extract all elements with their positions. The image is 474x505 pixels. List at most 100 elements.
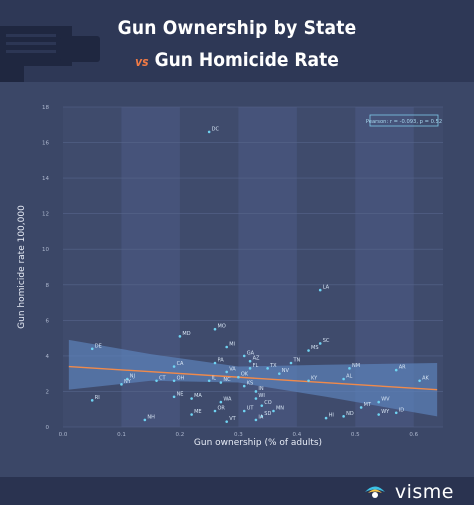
point-label: NY (124, 379, 132, 385)
y-tick-label: 16 (42, 141, 49, 147)
data-point (272, 409, 275, 413)
point-label: KS (247, 381, 253, 387)
handgun-icon (0, 26, 100, 82)
data-point (348, 367, 351, 370)
point-label: GA (247, 350, 255, 356)
data-point (248, 359, 252, 363)
point-label: IN (258, 386, 263, 392)
point-label: IL (212, 375, 216, 381)
data-point (418, 379, 421, 383)
pearson-annotation: Pearson: r = -0.093, p = 0.52 (366, 119, 442, 125)
data-point (126, 377, 129, 381)
data-point (266, 367, 269, 370)
point-label: WV (381, 397, 390, 403)
data-point (143, 418, 147, 422)
data-point (237, 375, 240, 379)
x-tick-label: 0.2 (176, 432, 185, 438)
y-tick-label: 2 (46, 389, 50, 395)
data-point (219, 400, 223, 404)
header-banner: Gun Ownership by State vs Gun Homicide Ra… (0, 0, 474, 82)
chart-title-line2-text: Gun Homicide Rate (154, 49, 339, 71)
data-point (190, 397, 193, 400)
data-point (190, 413, 193, 416)
data-point (318, 342, 322, 345)
point-label: LA (323, 285, 330, 291)
data-point (172, 379, 176, 383)
data-point (242, 409, 246, 413)
data-point (225, 370, 228, 374)
point-label: MT (364, 402, 372, 408)
point-label: SD (264, 411, 271, 417)
y-tick-label: 14 (42, 176, 49, 182)
point-label: OR (218, 406, 226, 412)
point-label: VA (229, 366, 236, 372)
data-point (260, 415, 264, 418)
pearson-box (369, 114, 439, 127)
visme-logo-icon (365, 486, 385, 498)
point-label: DE (95, 343, 102, 349)
data-point (318, 288, 322, 292)
data-point (248, 367, 252, 370)
point-label: ND (346, 411, 354, 417)
data-point (225, 420, 228, 423)
data-point (289, 361, 293, 365)
x-axis-ticks: 0.0 0.1 0.2 0.3 0.4 0.5 0.6 (59, 432, 419, 438)
point-label: HI (329, 413, 334, 419)
data-point (219, 381, 223, 384)
point-label: FL (253, 363, 259, 369)
point-label: MN (276, 406, 284, 412)
x-tick-label: 0.1 (117, 432, 126, 438)
y-tick-label: 18 (42, 105, 49, 111)
data-point (172, 395, 176, 399)
point-label: IA (258, 414, 263, 420)
data-point (377, 413, 380, 416)
point-label: AK (422, 375, 429, 381)
point-label: MD (182, 331, 190, 337)
trend-line (68, 365, 438, 391)
footer-bar: visme (0, 477, 474, 505)
data-point (120, 383, 123, 386)
data-point (242, 384, 246, 388)
chart-title-line1: Gun Ownership by State (117, 17, 357, 39)
point-label: RI (95, 395, 100, 401)
point-label: NH (147, 414, 155, 420)
point-label: WA (223, 397, 232, 403)
point-label: NC (223, 377, 231, 383)
x-tick-label: 0.3 (234, 432, 243, 438)
point-label: KY (311, 375, 318, 381)
data-point (242, 354, 246, 358)
chart-title-line2: vs Gun Homicide Rate (0, 49, 474, 71)
data-point (359, 406, 363, 409)
data-point (394, 411, 398, 415)
y-tick-label: 4 (46, 354, 50, 360)
data-point (172, 365, 176, 368)
data-point (377, 400, 380, 404)
point-label: OH (177, 375, 185, 381)
x-tick-label: 0.0 (59, 432, 68, 438)
data-point (307, 349, 310, 352)
point-label: ME (194, 409, 201, 415)
point-label: WY (381, 409, 390, 415)
data-point (324, 416, 328, 420)
data-point (278, 372, 281, 375)
y-tick-label: 0 (46, 425, 50, 431)
point-label: SC (323, 338, 330, 344)
point-label: OK (241, 372, 249, 378)
point-label: MO (218, 324, 226, 330)
point-label: MA (194, 393, 202, 399)
visme-brand: visme (394, 481, 454, 503)
point-label: CT (159, 375, 166, 381)
point-label: MI (229, 342, 235, 348)
y-axis-label: Gun homicide rate 100,000 (17, 205, 27, 329)
x-axis-label: Gun ownership (% of adults) (194, 438, 322, 448)
point-label: AL (346, 374, 352, 380)
point-label: NE (177, 391, 184, 397)
x-tick-label: 0.5 (351, 432, 360, 438)
data-point (307, 379, 310, 383)
y-tick-label: 12 (42, 212, 49, 218)
point-label: DC (212, 126, 220, 132)
point-label: NJ (130, 374, 135, 380)
data-point (155, 379, 158, 383)
